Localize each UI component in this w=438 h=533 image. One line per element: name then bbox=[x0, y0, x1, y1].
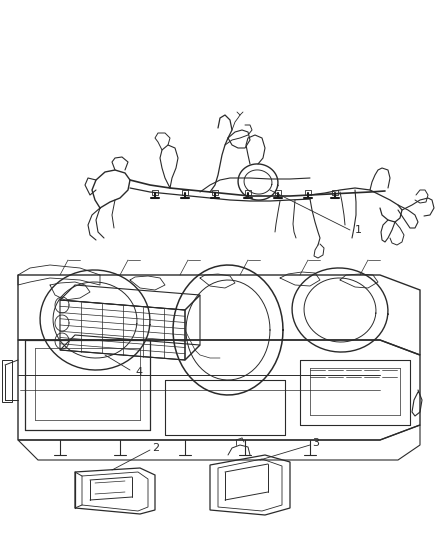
Text: 3: 3 bbox=[312, 438, 319, 448]
Text: 2: 2 bbox=[152, 443, 159, 453]
Bar bbox=[182, 190, 188, 195]
Bar bbox=[305, 190, 311, 195]
Bar bbox=[275, 190, 281, 195]
Bar bbox=[2, 360, 12, 402]
Text: 4: 4 bbox=[135, 367, 142, 377]
Bar bbox=[245, 190, 251, 195]
Text: 1: 1 bbox=[355, 225, 362, 235]
Bar bbox=[332, 190, 338, 195]
Bar bbox=[212, 190, 218, 195]
Bar bbox=[152, 190, 158, 195]
